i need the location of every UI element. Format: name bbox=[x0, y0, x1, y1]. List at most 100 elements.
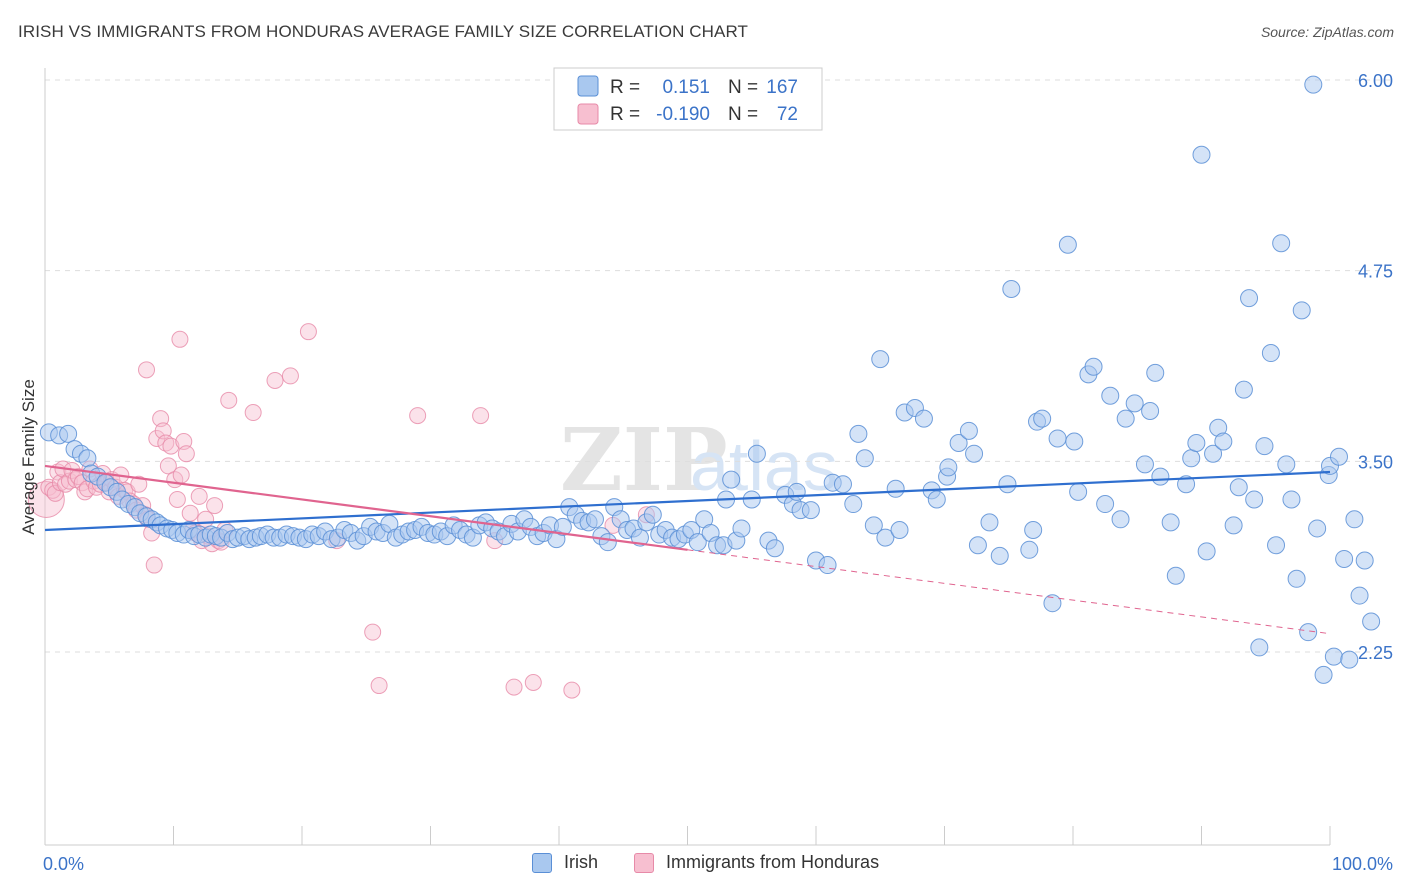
honduras-point bbox=[220, 391, 238, 409]
irish-point bbox=[1024, 520, 1043, 539]
irish-point bbox=[643, 505, 662, 524]
legend-swatch-irish-bottom bbox=[532, 852, 552, 873]
irish-point bbox=[1182, 449, 1201, 468]
irish-point bbox=[1234, 380, 1253, 399]
honduras-point bbox=[524, 674, 542, 692]
legend-n-label-2: N = bbox=[728, 104, 758, 125]
irish-point bbox=[871, 350, 890, 369]
legend-n-value-2: 72 bbox=[777, 104, 798, 125]
irish-point bbox=[1277, 455, 1296, 474]
honduras-point bbox=[157, 434, 175, 452]
honduras-point bbox=[364, 623, 382, 641]
irish-point bbox=[818, 556, 837, 575]
irish-point bbox=[876, 528, 895, 547]
legend-r-label-1: R = bbox=[610, 77, 640, 98]
x-tick-label-0: 0.0% bbox=[43, 854, 84, 874]
irish-point bbox=[1314, 665, 1333, 684]
irish-point bbox=[1116, 409, 1135, 428]
y-axis-label: Average Family Size bbox=[19, 379, 38, 535]
irish-point bbox=[949, 434, 968, 453]
irish-point bbox=[742, 490, 761, 509]
legend-n-value-1: 167 bbox=[766, 77, 798, 98]
honduras-trend-line bbox=[44, 464, 688, 551]
irish-point bbox=[1135, 455, 1154, 474]
honduras-point bbox=[162, 437, 180, 455]
y-tick-label-1: 3.50 bbox=[1358, 452, 1393, 472]
honduras-point bbox=[505, 678, 523, 696]
honduras-point bbox=[145, 556, 163, 574]
y-tick-label-3: 6.00 bbox=[1358, 71, 1393, 91]
irish-point bbox=[1261, 344, 1280, 363]
irish-point bbox=[1224, 516, 1243, 535]
honduras-point bbox=[409, 407, 427, 425]
x-tick-label-1: 100.0% bbox=[1332, 854, 1393, 874]
irish-point bbox=[747, 444, 766, 463]
honduras-point bbox=[299, 323, 317, 341]
irish-point bbox=[1197, 542, 1216, 561]
honduras-point bbox=[472, 407, 490, 425]
honduras-point bbox=[171, 330, 189, 348]
irish-point bbox=[849, 424, 868, 443]
irish-point bbox=[1146, 363, 1165, 382]
legend-swatch-irish bbox=[577, 75, 599, 97]
irish-point bbox=[1177, 475, 1196, 494]
legend-r-value-1: 0.151 bbox=[662, 77, 710, 98]
irish-point bbox=[1245, 490, 1264, 509]
irish-point bbox=[787, 482, 806, 501]
irish-point bbox=[1125, 394, 1144, 413]
legend-label-irish: Irish bbox=[564, 852, 599, 872]
y-tick-label-2: 4.75 bbox=[1358, 262, 1393, 282]
honduras-trend-extension bbox=[687, 549, 1331, 635]
honduras-point bbox=[281, 367, 299, 385]
honduras-point bbox=[159, 457, 177, 475]
irish-point bbox=[630, 528, 649, 547]
irish-point bbox=[1101, 386, 1120, 405]
irish-point bbox=[914, 409, 933, 428]
watermark-atlas: atlas bbox=[690, 427, 838, 505]
honduras-point bbox=[130, 475, 148, 493]
irish-point bbox=[1345, 510, 1364, 529]
honduras-point bbox=[206, 497, 224, 515]
irish-point bbox=[1204, 444, 1223, 463]
y-tick-labels: 2.25 3.50 4.75 6.00 bbox=[1358, 71, 1393, 663]
irish-point bbox=[844, 495, 863, 514]
x-tick-labels: 0.0% 100.0% bbox=[43, 854, 1393, 874]
irish-point bbox=[1324, 647, 1343, 666]
irish-point bbox=[1161, 513, 1180, 532]
legend-swatch-honduras-bottom bbox=[634, 852, 654, 873]
irish-point bbox=[1058, 235, 1077, 254]
irish-point bbox=[968, 536, 987, 555]
irish-point bbox=[1214, 432, 1233, 451]
irish-point bbox=[990, 546, 1009, 565]
irish-point bbox=[59, 424, 78, 443]
trend-lines bbox=[44, 464, 1331, 635]
irish-point bbox=[732, 519, 751, 538]
legend-label-honduras: Immigrants from Honduras bbox=[666, 852, 880, 872]
irish-point bbox=[1250, 638, 1269, 657]
irish-point bbox=[1048, 429, 1067, 448]
irish-point bbox=[927, 490, 946, 509]
irish-point bbox=[722, 470, 741, 489]
irish-point bbox=[1240, 289, 1259, 308]
irish-point bbox=[1272, 234, 1291, 253]
irish-point bbox=[864, 516, 883, 535]
irish-point bbox=[959, 421, 978, 440]
legend-bottom: Irish Immigrants from Honduras bbox=[0, 850, 1406, 880]
irish-point bbox=[1282, 490, 1301, 509]
irish-point bbox=[980, 513, 999, 532]
watermark-zip: ZIP bbox=[560, 410, 728, 511]
irish-point bbox=[1308, 519, 1327, 538]
irish-point bbox=[585, 510, 604, 529]
irish-point bbox=[1267, 536, 1286, 555]
irish-points bbox=[39, 75, 1381, 684]
irish-point bbox=[890, 520, 909, 539]
irish-point bbox=[765, 539, 784, 558]
legend-n-label-1: N = bbox=[728, 77, 758, 98]
irish-point bbox=[598, 533, 617, 552]
irish-point bbox=[1292, 301, 1311, 320]
irish-point bbox=[1299, 623, 1318, 642]
honduras-point bbox=[197, 510, 215, 528]
irish-point bbox=[1065, 432, 1084, 451]
honduras-point bbox=[27, 480, 65, 518]
